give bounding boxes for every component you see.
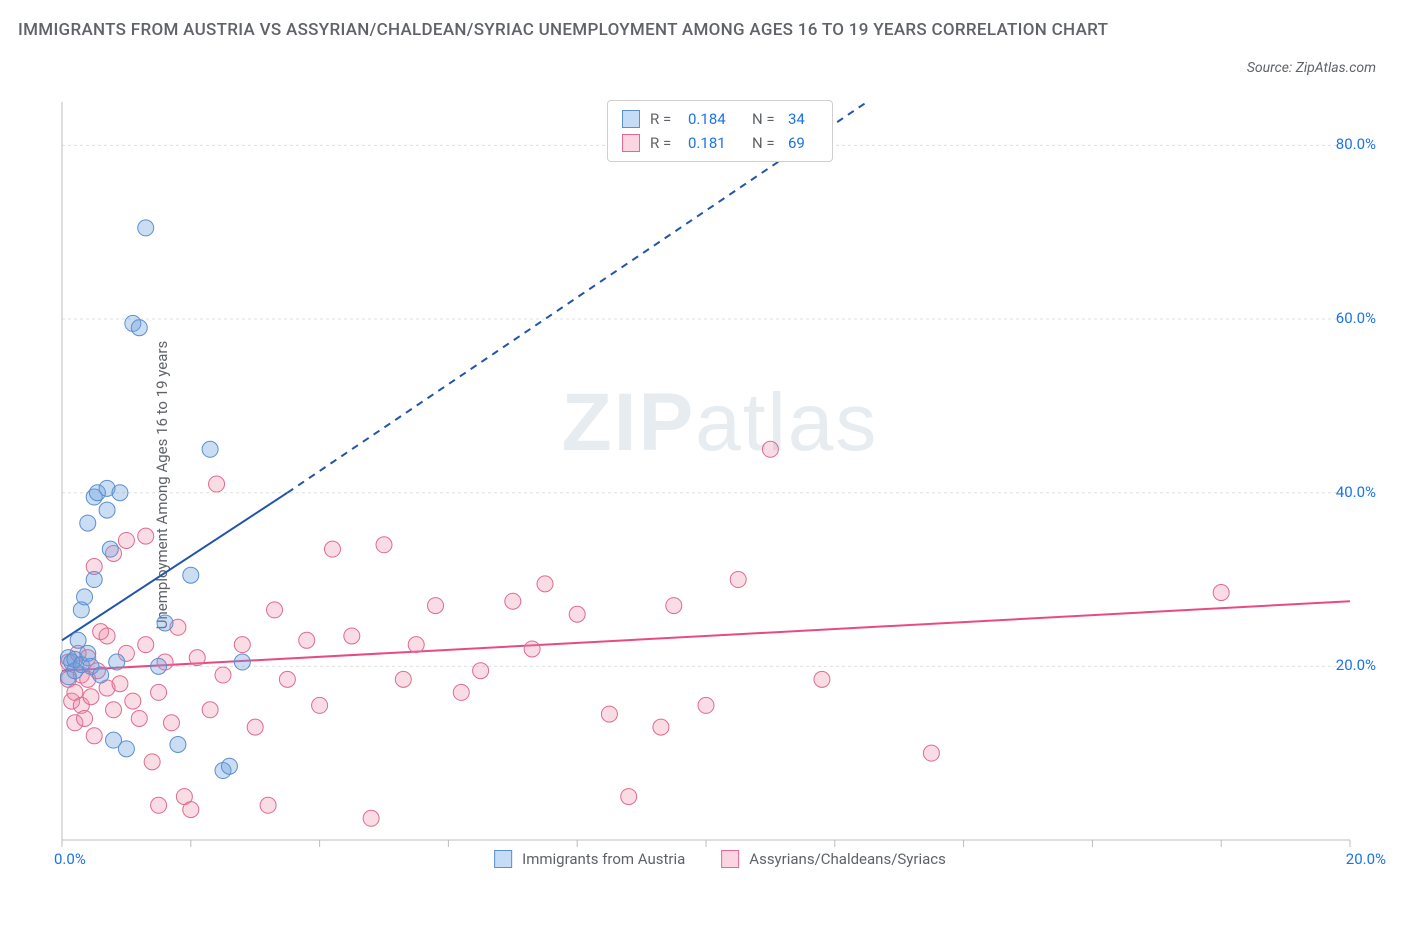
n-label: N = (752, 131, 778, 155)
n-value: 34 (788, 107, 818, 131)
y-tick-label: 20.0% (1336, 656, 1376, 674)
r-value: 0.181 (688, 131, 742, 155)
scatter-plot (60, 100, 1380, 870)
y-tick-label: 80.0% (1336, 135, 1376, 153)
r-label: R = (650, 107, 678, 131)
series-swatch-icon (622, 134, 640, 152)
legend-stats: R = 0.184 N = 34 R = 0.181 N = 69 (607, 100, 833, 162)
legend-stats-row: R = 0.184 N = 34 (622, 107, 818, 131)
n-value: 69 (788, 131, 818, 155)
legend-item: Immigrants from Austria (494, 850, 685, 868)
series-swatch-icon (721, 850, 739, 868)
legend-label: Assyrians/Chaldeans/Syriacs (749, 850, 946, 868)
chart-title: IMMIGRANTS FROM AUSTRIA VS ASSYRIAN/CHAL… (18, 18, 1108, 44)
chart-area: Unemployment Among Ages 16 to 19 years Z… (60, 100, 1380, 870)
x-tick-label: 0.0% (54, 850, 86, 868)
x-tick-label: 20.0% (1346, 850, 1386, 868)
series-swatch-icon (622, 110, 640, 128)
r-value: 0.184 (688, 107, 742, 131)
y-tick-label: 40.0% (1336, 483, 1376, 501)
source-attribution: Source: ZipAtlas.com (1247, 60, 1376, 76)
legend-stats-row: R = 0.181 N = 69 (622, 131, 818, 155)
y-tick-label: 60.0% (1336, 309, 1376, 327)
legend-series: Immigrants from Austria Assyrians/Chalde… (494, 850, 946, 868)
r-label: R = (650, 131, 678, 155)
legend-label: Immigrants from Austria (522, 850, 685, 868)
legend-item: Assyrians/Chaldeans/Syriacs (721, 850, 946, 868)
n-label: N = (752, 107, 778, 131)
series-swatch-icon (494, 850, 512, 868)
